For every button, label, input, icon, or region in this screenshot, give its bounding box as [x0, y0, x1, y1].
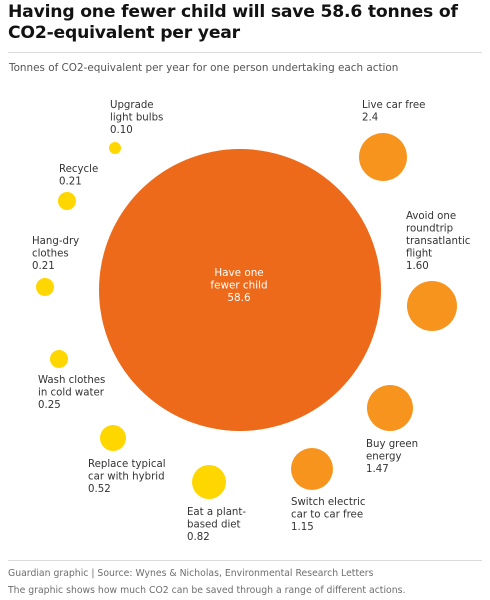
value-label: 0.82: [187, 532, 210, 543]
value-label: 0.25: [38, 400, 61, 411]
label-have-one-fewer-child: Have one fewer child 58.6: [210, 267, 267, 304]
value-label: 58.6: [227, 292, 250, 304]
bubble-avoid-one-roundtrip-transatlantic-flight: [407, 281, 457, 331]
bubble-live-car-free: [359, 133, 407, 181]
value-label: 1.60: [406, 261, 429, 272]
bubble-upgrade-light-bulbs: [109, 142, 121, 154]
label-switch-electric-car-to-car-free: Switch electric car to car free 1.15: [291, 497, 366, 533]
value-label: 0.21: [32, 261, 55, 272]
bubble-recycle: [58, 192, 76, 210]
bubble-wash-clothes-in-cold-water: [50, 350, 68, 368]
source-credit: Guardian graphic | Source: Wynes & Nicho…: [8, 568, 374, 579]
footer-divider: [8, 560, 482, 561]
chart-note: The graphic shows how much CO2 can be sa…: [8, 585, 406, 596]
label-avoid-one-roundtrip-transatlantic-flight: Avoid one roundtrip transatlantic flight 1.6…: [406, 211, 470, 272]
value-label: 1.15: [291, 522, 314, 533]
bubble-chart: Have one fewer child 58.6 Live car free 2.4 A…: [32, 100, 470, 543]
label-hang-dry-clothes: Hang-dry clothes 0.21: [32, 236, 79, 272]
bubble-have-one-fewer-child: [99, 149, 381, 431]
label-recycle: Recycle 0.21: [59, 164, 98, 188]
value-label: 0.10: [110, 125, 133, 136]
label-live-car-free: Live car free 2.4: [362, 100, 425, 124]
bubble-eat-a-plant-based-diet: [192, 465, 226, 499]
chart-subtitle: Tonnes of CO2-equivalent per year for on…: [9, 62, 399, 74]
label-replace-typical-car-with-hybrid: Replace typical car with hybrid 0.52: [88, 459, 166, 495]
bubble-hang-dry-clothes: [36, 278, 54, 296]
value-label: 0.21: [59, 177, 82, 188]
label-wash-clothes-in-cold-water: Wash clothes in cold water 0.25: [38, 375, 105, 411]
chart-title: Having one fewer child will save 58.6 to…: [8, 2, 458, 43]
bubble-buy-green-energy: [367, 385, 413, 431]
title-divider: [8, 52, 482, 53]
label-upgrade-light-bulbs: Upgrade light bulbs 0.10: [110, 100, 163, 136]
value-label: 1.47: [366, 464, 389, 475]
label-buy-green-energy: Buy green energy 1.47: [366, 439, 418, 475]
bubble-replace-typical-car-with-hybrid: [100, 425, 126, 451]
bubble-switch-electric-car-to-car-free: [291, 448, 333, 490]
value-label: 0.52: [88, 484, 111, 495]
label-eat-a-plant-based-diet: Eat a plant-based diet 0.82: [187, 507, 246, 543]
value-label: 2.4: [362, 113, 378, 124]
